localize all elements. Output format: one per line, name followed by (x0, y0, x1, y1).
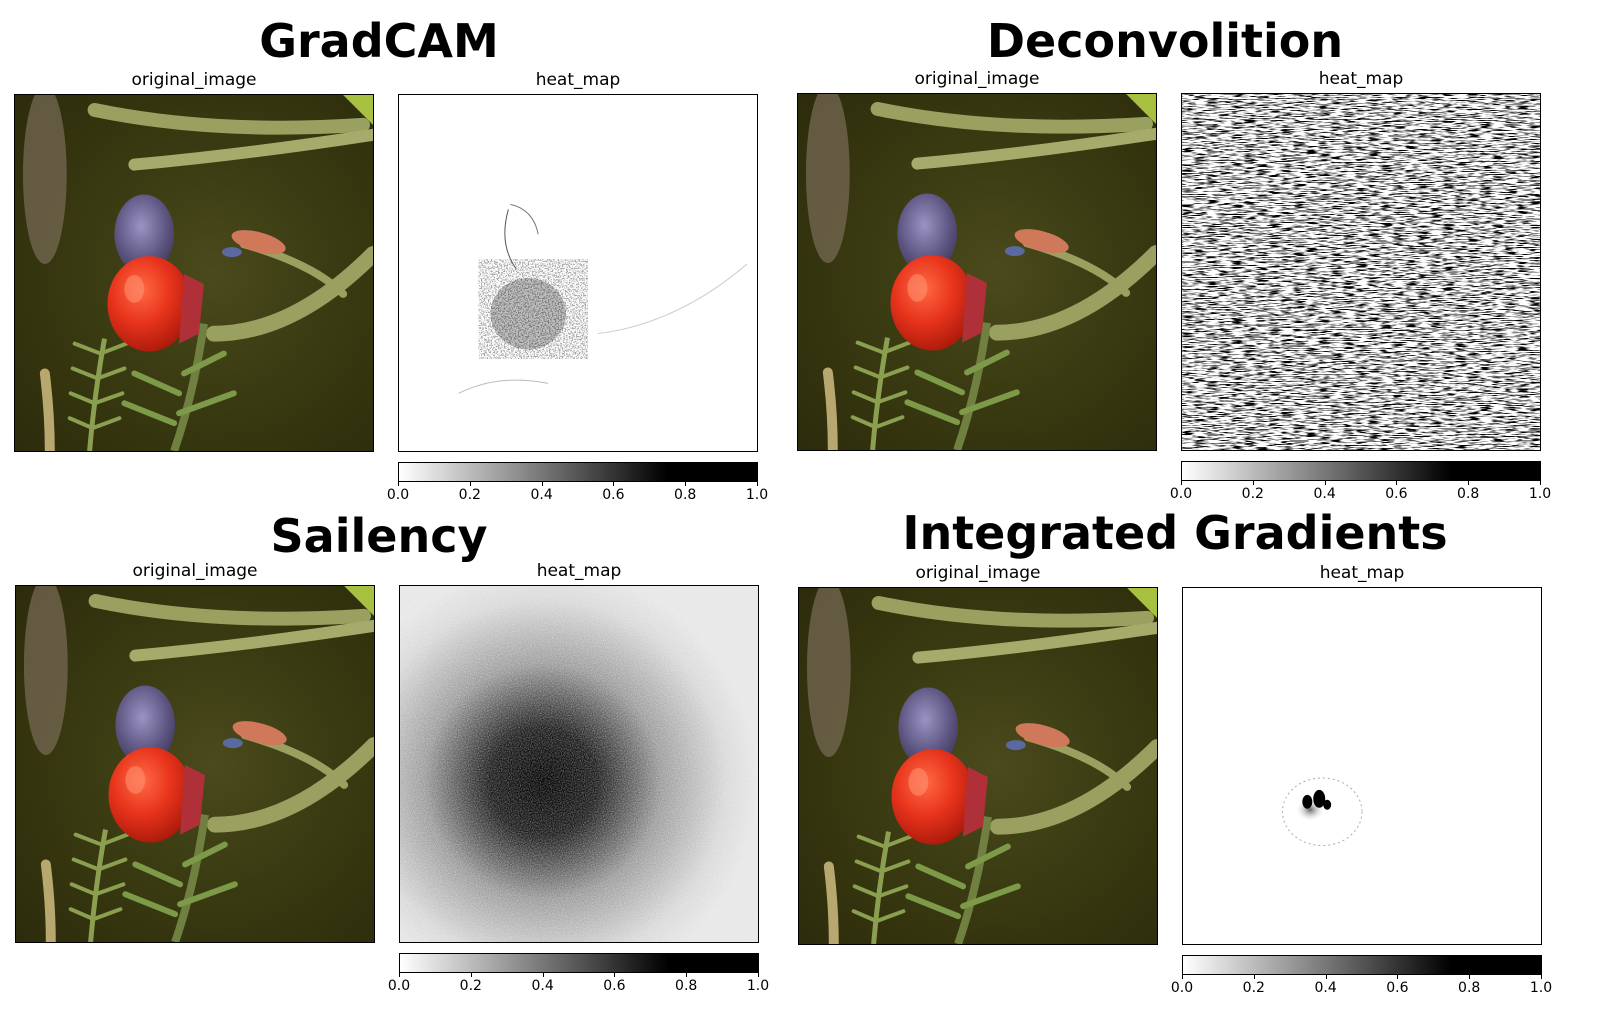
colorbar-tick-mark (470, 973, 472, 977)
colorbar-tick-mark (1396, 481, 1398, 485)
colorbar-tick-mark (613, 482, 615, 486)
colorbar-tick-label: 0.4 (1313, 486, 1336, 502)
colorbar-tick-label: 0.2 (459, 978, 482, 994)
colorbar-tick-mark (399, 973, 400, 977)
panel-title-integrated-gradients: Integrated Gradients (902, 506, 1448, 560)
colorbar (398, 462, 758, 482)
colorbar-tick-mark (541, 482, 543, 486)
colorbar-tick-mark (1469, 975, 1471, 979)
colorbar-tick-label: 0.4 (531, 978, 554, 994)
colorbar-tick-label: 0.8 (1457, 486, 1480, 502)
colorbar-tick-mark (1182, 975, 1183, 979)
colorbar-tick-mark (542, 973, 544, 977)
panel-title-gradcam: GradCAM (259, 14, 499, 68)
colorbar-tick-label: 0.2 (1242, 980, 1265, 996)
original-image (14, 94, 374, 452)
colorbar (399, 953, 759, 973)
colorbar-tick-mark (1324, 481, 1326, 485)
colorbar-tick-label: 0.0 (1170, 980, 1194, 996)
colorbar-tick-mark (398, 482, 399, 486)
heat-map-label: heat_map (535, 70, 621, 90)
colorbar-tick-mark (686, 973, 688, 977)
colorbar-tick-label: 0.2 (1241, 486, 1264, 502)
original-image-label: original_image (915, 563, 1041, 583)
colorbar-tick-label: 0.6 (1386, 980, 1409, 996)
colorbar-tick-label: 0.8 (675, 978, 698, 994)
heat-map-label: heat_map (536, 561, 622, 581)
colorbar-tick-mark (1397, 975, 1399, 979)
colorbar-tick-mark (1325, 975, 1327, 979)
heat-map-gradcam (398, 94, 758, 452)
colorbar-tick-label: 1.0 (746, 978, 770, 994)
heat-map-integrated-gradients (1182, 587, 1542, 945)
colorbar (1182, 955, 1542, 975)
colorbar-tick-label: 0.4 (1314, 980, 1337, 996)
colorbar-tick-label: 0.8 (1458, 980, 1481, 996)
colorbar-tick-label: 0.0 (387, 978, 411, 994)
original-image (798, 587, 1158, 945)
colorbar-tick-mark (469, 482, 471, 486)
colorbar-tick-label: 0.6 (602, 487, 625, 503)
panel-title-sailency: Sailency (270, 509, 488, 563)
colorbar-tick-mark (685, 482, 687, 486)
colorbar-tick-mark (1541, 975, 1542, 979)
original-image-label: original_image (131, 70, 257, 90)
colorbar-tick-mark (1181, 481, 1182, 485)
colorbar-tick-label: 0.4 (530, 487, 553, 503)
colorbar-tick-mark (1252, 481, 1254, 485)
colorbar-tick-label: 1.0 (1529, 980, 1553, 996)
colorbar-tick-mark (1540, 481, 1541, 485)
colorbar-tick-label: 0.6 (603, 978, 626, 994)
colorbar-tick-mark (757, 482, 758, 486)
original-image (797, 93, 1157, 451)
heat-map-deconvolition (1181, 93, 1541, 451)
original-image-label: original_image (132, 561, 258, 581)
colorbar-tick-mark (758, 973, 759, 977)
colorbar-tick-mark (614, 973, 616, 977)
heat-map-label: heat_map (1318, 69, 1404, 89)
colorbar-tick-mark (1253, 975, 1255, 979)
colorbar-tick-label: 0.8 (674, 487, 697, 503)
colorbar-tick-label: 0.6 (1385, 486, 1408, 502)
colorbar-tick-label: 1.0 (745, 487, 769, 503)
panel-title-deconvolition: Deconvolition (986, 14, 1344, 68)
original-image-label: original_image (914, 69, 1040, 89)
colorbar-tick-label: 1.0 (1528, 486, 1552, 502)
heat-map-sailency (399, 585, 759, 943)
colorbar-tick-label: 0.0 (386, 487, 410, 503)
colorbar-tick-mark (1468, 481, 1470, 485)
colorbar (1181, 461, 1541, 481)
colorbar-tick-label: 0.2 (458, 487, 481, 503)
colorbar-tick-label: 0.0 (1169, 486, 1193, 502)
original-image (15, 585, 375, 943)
heat-map-label: heat_map (1319, 563, 1405, 583)
